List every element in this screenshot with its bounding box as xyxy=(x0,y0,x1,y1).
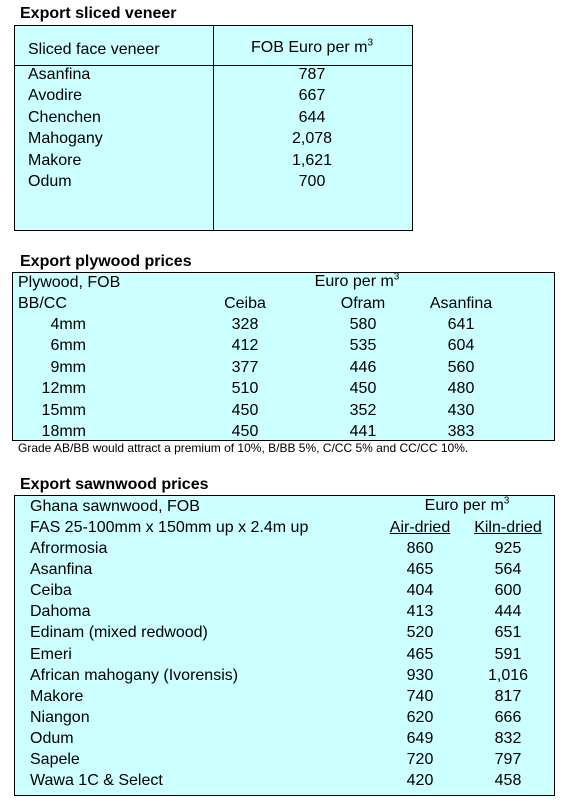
price: 1,016 xyxy=(487,666,529,684)
column-header: Ceiba xyxy=(224,295,266,312)
price: 450 xyxy=(231,401,259,419)
species: Makore xyxy=(28,151,82,169)
species: Chenchen xyxy=(28,108,101,126)
species: Mahogany xyxy=(28,130,103,148)
price: 860 xyxy=(406,540,434,557)
price: 797 xyxy=(494,751,522,768)
species: Emeri xyxy=(30,645,72,663)
price: 430 xyxy=(447,401,475,419)
price: 600 xyxy=(494,582,522,600)
column-header: FAS 25-100mm x 150mm up x 2.4m up xyxy=(30,519,309,536)
price: 700 xyxy=(298,173,326,190)
species: Asanfina xyxy=(28,66,91,83)
species: Wawa 1C & Select xyxy=(30,772,163,790)
species: Ceiba xyxy=(30,582,72,600)
price: 377 xyxy=(231,358,259,376)
price: 383 xyxy=(447,423,475,440)
price: 641 xyxy=(447,316,475,333)
plywood-table xyxy=(12,272,555,441)
price: 651 xyxy=(494,624,522,642)
price: 620 xyxy=(406,708,434,726)
price: 450 xyxy=(349,380,377,398)
unit-exponent: 3 xyxy=(367,37,374,49)
column-header: Asanfina xyxy=(429,295,493,312)
column-header: BB/CC xyxy=(18,295,67,312)
column-header: Ofram xyxy=(340,295,386,312)
price: 441 xyxy=(349,423,377,440)
column-header: Sliced face veneer xyxy=(28,41,160,58)
species: Makore xyxy=(30,687,84,705)
price: 787 xyxy=(298,66,326,83)
unit-header: Euro per m3 xyxy=(424,495,510,514)
price: 465 xyxy=(406,645,434,663)
species: Avodire xyxy=(28,87,82,105)
thickness: 6mm xyxy=(50,337,86,355)
price: 649 xyxy=(406,729,434,747)
price: 564 xyxy=(494,561,522,579)
section-title: Export sliced veneer xyxy=(20,5,177,22)
price: 666 xyxy=(494,708,522,726)
section-title: Export plywood prices xyxy=(20,253,192,270)
footnote: Grade AB/BB would attract a premium of 1… xyxy=(18,441,469,455)
price: 591 xyxy=(494,645,522,663)
price: 465 xyxy=(406,561,434,579)
price: 925 xyxy=(494,540,522,557)
species: Afrormosia xyxy=(30,540,108,557)
price: 667 xyxy=(298,87,326,105)
species: Niangon xyxy=(30,708,90,726)
price: 930 xyxy=(406,666,434,684)
price: 2,078 xyxy=(291,130,333,148)
thickness: 9mm xyxy=(50,358,86,376)
thickness: 4mm xyxy=(50,316,86,333)
price: 404 xyxy=(406,582,434,600)
price: 480 xyxy=(447,380,475,398)
species: African mahogany (Ivorensis) xyxy=(30,666,239,684)
price: 520 xyxy=(406,624,434,642)
section-title: Export sawnwood prices xyxy=(20,476,209,493)
unit-exponent: 3 xyxy=(503,495,510,507)
species: Odum xyxy=(30,729,74,747)
price: 420 xyxy=(406,772,434,790)
price: 560 xyxy=(447,358,475,376)
price: 328 xyxy=(231,316,259,333)
price: 510 xyxy=(231,380,259,398)
price: 817 xyxy=(494,687,522,705)
column-header: Ghana sawnwood, FOB xyxy=(30,498,200,515)
column-header: Kiln-dried xyxy=(474,519,542,536)
unit-exponent: 3 xyxy=(393,271,400,283)
price: 535 xyxy=(349,337,377,355)
unit-header: Euro per m3 xyxy=(314,271,400,290)
price: 644 xyxy=(298,108,326,126)
thickness: 15mm xyxy=(41,401,86,419)
price: 458 xyxy=(494,772,522,790)
sawnwood-table xyxy=(14,495,555,796)
species: Odum xyxy=(28,173,72,190)
thickness: 12mm xyxy=(41,380,86,398)
column-header: Air-dried xyxy=(389,519,451,536)
price: 604 xyxy=(447,337,475,355)
price: 444 xyxy=(494,603,522,621)
price: 412 xyxy=(231,337,259,355)
divider xyxy=(213,25,214,231)
unit-header: FOB Euro per m3 xyxy=(250,37,374,56)
price: 740 xyxy=(406,687,434,705)
price: 450 xyxy=(231,423,259,440)
price: 1,621 xyxy=(291,151,333,169)
price: 832 xyxy=(494,729,522,747)
thickness: 18mm xyxy=(41,423,86,440)
species: Asanfina xyxy=(30,561,93,579)
price: 413 xyxy=(406,603,434,621)
species: Dahoma xyxy=(30,603,91,621)
species: Edinam (mixed redwood) xyxy=(30,624,208,642)
price: 720 xyxy=(406,751,434,768)
price: 446 xyxy=(349,358,377,376)
price: 580 xyxy=(349,316,377,333)
column-header: Plywood, FOB xyxy=(18,274,121,291)
species: Sapele xyxy=(30,751,80,768)
price: 352 xyxy=(349,401,377,419)
